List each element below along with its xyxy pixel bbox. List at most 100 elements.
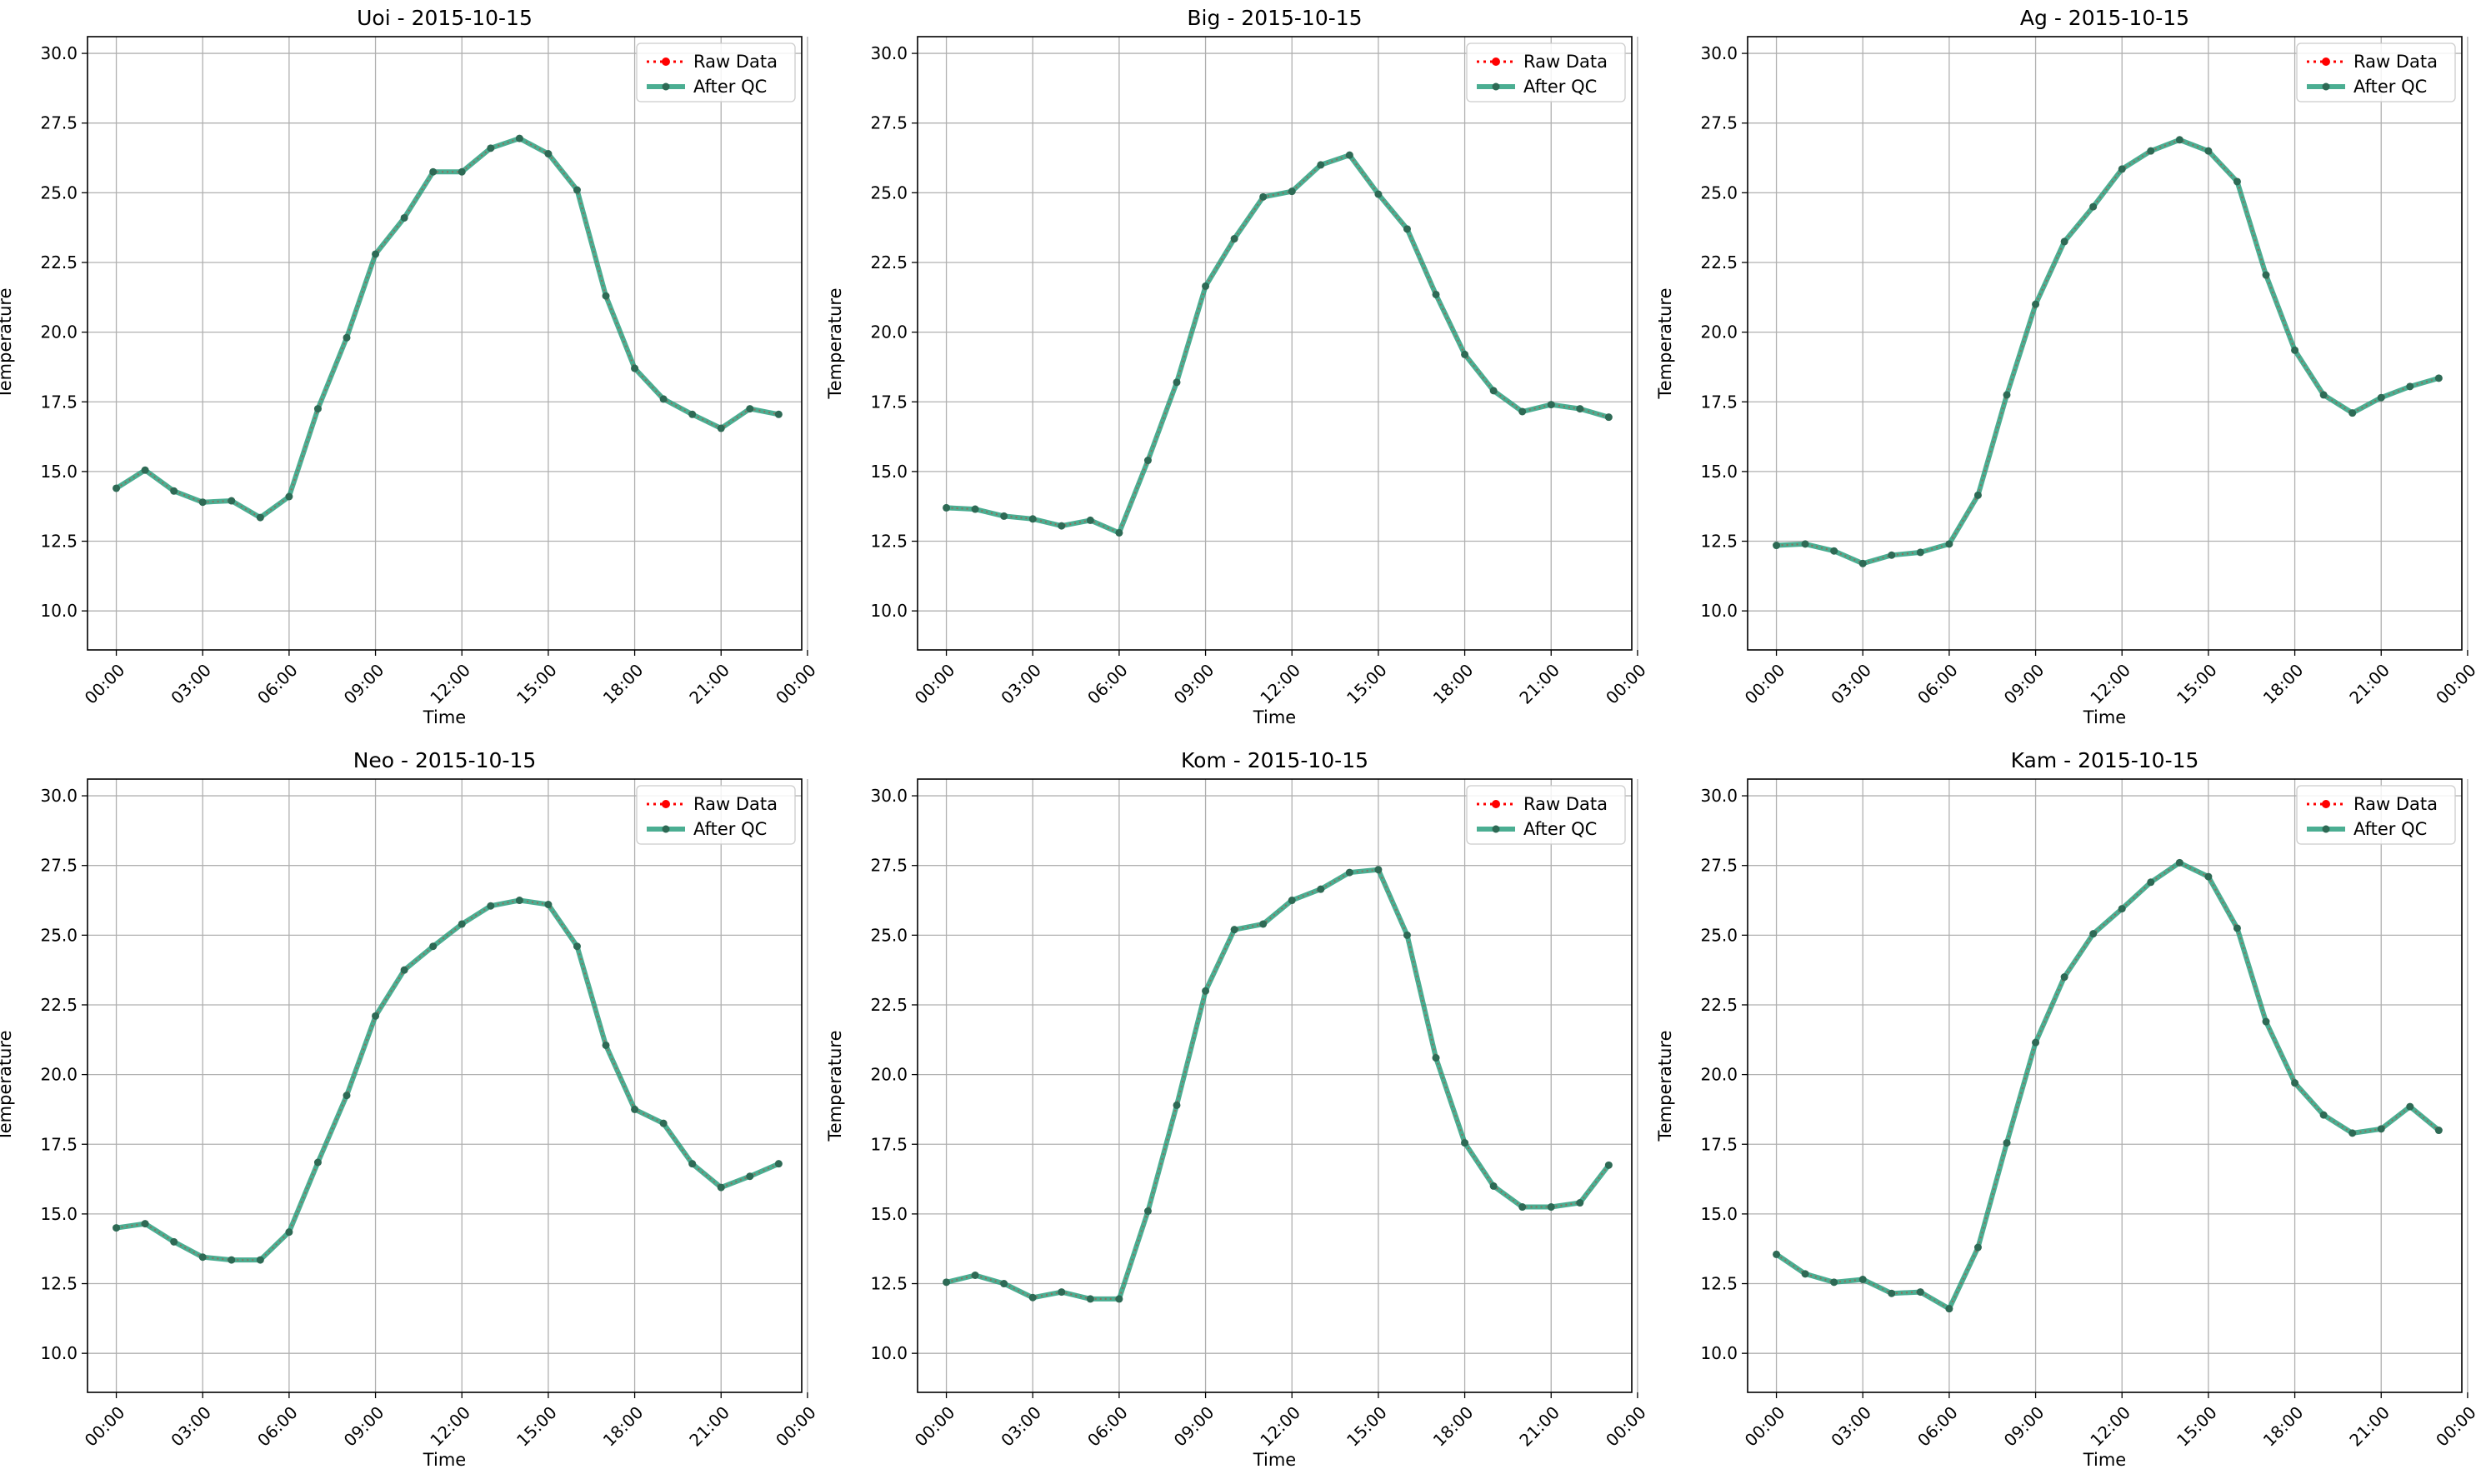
subplot-1: 10.0 12.5 15.0 17.5 20.0 22.5 25.0 27.5 30.0 00:0… xyxy=(0,6,820,727)
data-point xyxy=(170,487,178,495)
y-tick-label: 25.0 xyxy=(1700,182,1738,202)
data-point xyxy=(774,1160,783,1168)
subplot-2: 10.0 12.5 15.0 17.5 20.0 22.5 25.0 27.5 30.0 00:0… xyxy=(825,6,1650,727)
y-tick-label: 10.0 xyxy=(40,1343,78,1363)
data-point xyxy=(2377,393,2385,402)
data-point xyxy=(400,213,408,222)
series-after-qc-line xyxy=(1774,860,2441,1312)
data-point xyxy=(1801,540,1809,548)
x-tick-label: 18:00 xyxy=(1429,1402,1478,1451)
series-raw-data-line xyxy=(946,868,1610,1300)
data-point xyxy=(2348,409,2357,417)
legend-marker-raw xyxy=(1492,57,1500,66)
data-point xyxy=(515,134,523,142)
y-tick-label: 30.0 xyxy=(40,786,78,806)
legend-marker-raw xyxy=(2322,800,2330,808)
data-point xyxy=(746,1172,754,1181)
data-point xyxy=(400,966,408,974)
x-tick-label: 00:00 xyxy=(2432,660,2480,708)
data-point xyxy=(2060,973,2068,982)
y-tick-label: 25.0 xyxy=(1700,925,1738,945)
data-point xyxy=(313,405,322,413)
data-point xyxy=(256,513,264,522)
y-tick-label: 15.0 xyxy=(40,1204,78,1224)
data-point xyxy=(372,250,380,258)
data-point xyxy=(141,466,149,474)
data-point xyxy=(1259,920,1268,928)
y-tick-label: 17.5 xyxy=(1700,392,1738,412)
data-point xyxy=(1945,540,1953,548)
x-axis-label: Time xyxy=(2083,707,2126,727)
y-tick-label: 15.0 xyxy=(1700,1204,1738,1224)
x-tick-label: 00:00 xyxy=(772,660,820,708)
data-point xyxy=(228,1256,236,1264)
data-point xyxy=(1288,187,1296,196)
data-point xyxy=(458,167,466,176)
series-raw-data-line xyxy=(116,899,779,1262)
data-point xyxy=(2175,136,2183,144)
legend-marker-raw xyxy=(662,57,670,66)
y-tick-label: 17.5 xyxy=(40,392,78,412)
y-tick-label: 12.5 xyxy=(1700,532,1738,552)
data-point xyxy=(1028,515,1037,523)
data-point xyxy=(1945,1305,1953,1313)
legend-marker-raw xyxy=(1492,800,1500,808)
legend-marker-raw xyxy=(2322,57,2330,66)
data-point xyxy=(2377,1125,2385,1133)
series-after-qc-line xyxy=(945,867,1611,1302)
y-tick-label: 17.5 xyxy=(870,392,908,412)
x-tick-label: 18:00 xyxy=(2259,1402,2308,1451)
data-point xyxy=(2233,924,2241,932)
x-tick-label: 18:00 xyxy=(2259,660,2308,708)
legend-label-raw: Raw Data xyxy=(693,794,778,814)
data-point xyxy=(2406,1102,2414,1111)
data-point xyxy=(1432,1054,1440,1062)
x-tick-label: 03:00 xyxy=(997,1402,1045,1451)
x-tick-label: 06:00 xyxy=(1083,660,1132,708)
data-point xyxy=(1374,190,1383,198)
y-tick-label: 20.0 xyxy=(40,322,78,342)
data-point xyxy=(1230,235,1238,243)
y-tick-label: 17.5 xyxy=(1700,1134,1738,1154)
subplot-4: 10.0 12.5 15.0 17.5 20.0 22.5 25.0 27.5 30.0 00:0… xyxy=(0,748,820,1470)
x-tick-label: 03:00 xyxy=(167,660,215,708)
x-tick-label: 21:00 xyxy=(1515,1402,1563,1451)
data-point xyxy=(2319,1111,2328,1119)
x-tick-label: 09:00 xyxy=(1170,1402,1218,1451)
x-tick-label: 00:00 xyxy=(1741,1402,1789,1451)
data-point xyxy=(170,1237,178,1246)
y-tick-label: 22.5 xyxy=(40,252,78,272)
data-point xyxy=(573,942,581,951)
y-tick-label: 10.0 xyxy=(1700,1343,1738,1363)
y-tick-label: 10.0 xyxy=(870,601,908,621)
data-point xyxy=(971,505,979,513)
y-axis-label: Temperature xyxy=(0,1030,15,1142)
data-point xyxy=(1916,548,1924,557)
data-point xyxy=(1604,1161,1613,1169)
subplot-title: Ag - 2015-10-15 xyxy=(2020,6,2189,30)
axes-frame xyxy=(917,36,1633,651)
y-tick-label: 30.0 xyxy=(1700,786,1738,806)
y-axis-label: Temperature xyxy=(825,1030,845,1142)
series-raw-data-line xyxy=(1776,138,2439,565)
series-after-qc-line xyxy=(114,136,779,521)
x-tick-label: 06:00 xyxy=(1913,660,1962,708)
data-point xyxy=(1086,1295,1094,1303)
legend: Raw Data After QC xyxy=(2296,42,2456,102)
data-point xyxy=(602,1041,610,1049)
legend-marker-qc xyxy=(662,825,670,833)
data-point xyxy=(1000,1280,1008,1288)
series-raw-data-line xyxy=(946,154,1609,534)
data-point xyxy=(228,497,236,505)
data-point xyxy=(1518,407,1527,416)
data-point xyxy=(1773,542,1781,550)
y-tick-label: 27.5 xyxy=(1700,856,1738,876)
x-tick-label: 21:00 xyxy=(1515,660,1563,708)
y-tick-label: 10.0 xyxy=(40,601,78,621)
x-tick-label: 12:00 xyxy=(1256,1402,1304,1451)
data-point xyxy=(198,498,207,507)
data-point xyxy=(2434,1127,2443,1135)
series-after-qc-line xyxy=(1776,137,2440,567)
y-tick-label: 12.5 xyxy=(1700,1274,1738,1294)
y-tick-label: 10.0 xyxy=(870,1343,908,1363)
